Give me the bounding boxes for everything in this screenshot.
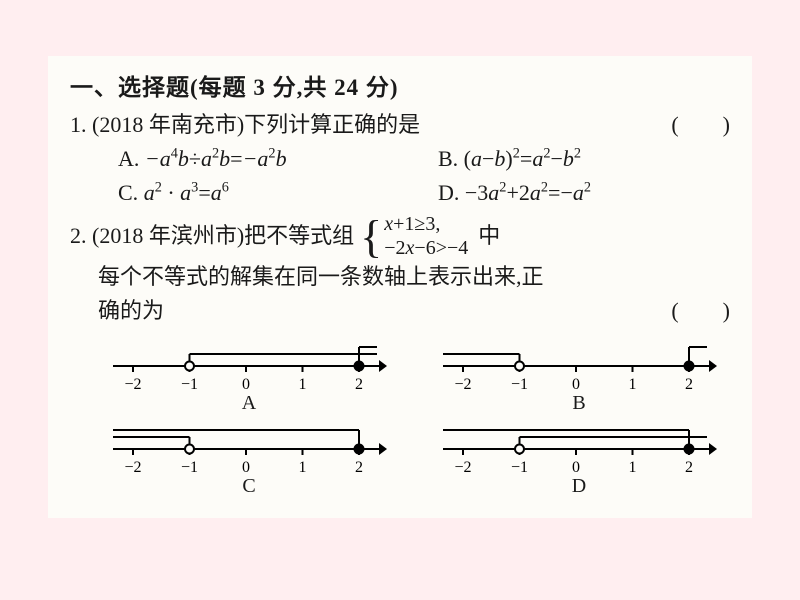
- svg-text:−2: −2: [454, 459, 471, 475]
- q2-sys-line1: x+1≥3,: [384, 212, 468, 236]
- svg-text:−1: −1: [511, 459, 528, 475]
- svg-text:0: 0: [242, 376, 250, 392]
- numberline-grid: −2 −1 0 1 2 A −2 −1 0 1 2 B −2 −1 0 1 2 C −2 −1 0 1 2 D: [70, 336, 730, 498]
- svg-text:2: 2: [355, 459, 363, 475]
- q1-options: A. −a4b÷a2b=−a2b B. (a−b)2=a2−b2 C. a2 ·…: [70, 142, 730, 210]
- numberline-label-d: D: [572, 475, 586, 498]
- svg-text:1: 1: [629, 376, 637, 392]
- section-title: 一、选择题(每题 3 分,共 24 分): [70, 68, 730, 102]
- q1-option-b: B. (a−b)2=a2−b2: [438, 142, 581, 176]
- numberline-option-d: −2 −1 0 1 2 D: [438, 419, 720, 498]
- q2-paren: ( ): [671, 294, 730, 328]
- q2-prefix: 2. (2018 年滨州市)把不等式组: [70, 219, 354, 253]
- q2-cont2: 确的为: [98, 294, 164, 328]
- page-content: 一、选择题(每题 3 分,共 24 分) 1. (2018 年南充市)下列计算正…: [48, 56, 752, 518]
- numberline-label-b: B: [572, 392, 585, 415]
- question-1: 1. (2018 年南充市)下列计算正确的是 ( ) A. −a4b÷a2b=−…: [70, 108, 730, 210]
- q1-option-a: A. −a4b÷a2b=−a2b: [118, 142, 438, 176]
- q2-cont1: 每个不等式的解集在同一条数轴上表示出来,正: [70, 260, 730, 294]
- numberline-label-c: C: [242, 475, 255, 498]
- numberline-svg-b: −2 −1 0 1 2: [439, 336, 719, 392]
- svg-text:0: 0: [572, 376, 580, 392]
- q1-option-c: C. a2 · a3=a6: [118, 176, 438, 210]
- svg-text:−1: −1: [511, 376, 528, 392]
- svg-text:−2: −2: [124, 459, 141, 475]
- q1-stem: 1. (2018 年南充市)下列计算正确的是: [70, 108, 420, 142]
- svg-text:0: 0: [572, 459, 580, 475]
- q2-sys-line2: −2x−6>−4: [384, 236, 468, 260]
- numberline-option-b: −2 −1 0 1 2 B: [438, 336, 720, 415]
- svg-text:−2: −2: [454, 376, 471, 392]
- numberline-option-a: −2 −1 0 1 2 A: [108, 336, 390, 415]
- numberline-label-a: A: [242, 392, 256, 415]
- svg-text:1: 1: [629, 459, 637, 475]
- numberline-option-c: −2 −1 0 1 2 C: [108, 419, 390, 498]
- numberline-svg-d: −2 −1 0 1 2: [439, 419, 719, 475]
- svg-text:−2: −2: [124, 376, 141, 392]
- numberline-svg-a: −2 −1 0 1 2: [109, 336, 389, 392]
- brace-icon: {: [360, 216, 382, 257]
- q1-paren: ( ): [671, 108, 730, 142]
- q2-system: { x+1≥3, −2x−6>−4: [360, 212, 468, 260]
- svg-text:1: 1: [299, 376, 307, 392]
- svg-text:1: 1: [299, 459, 307, 475]
- svg-text:−1: −1: [181, 459, 198, 475]
- question-2: 2. (2018 年滨州市)把不等式组 { x+1≥3, −2x−6>−4 中 …: [70, 212, 730, 328]
- svg-text:2: 2: [355, 376, 363, 392]
- svg-text:2: 2: [685, 376, 693, 392]
- svg-text:−1: −1: [181, 376, 198, 392]
- numberline-svg-c: −2 −1 0 1 2: [109, 419, 389, 475]
- q2-suffix: 中: [478, 219, 500, 253]
- svg-text:2: 2: [685, 459, 693, 475]
- svg-text:0: 0: [242, 459, 250, 475]
- q1-option-d: D. −3a2+2a2=−a2: [438, 176, 591, 210]
